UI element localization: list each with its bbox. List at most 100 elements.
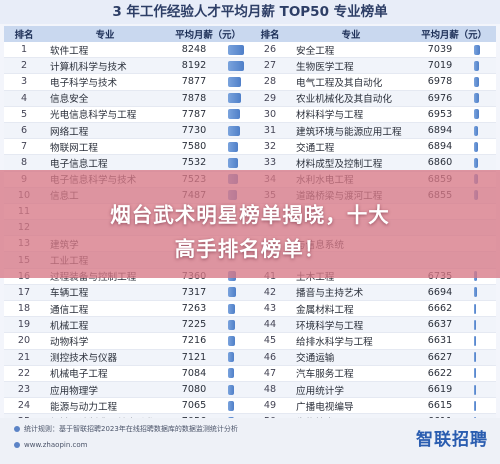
salary-bar-fill xyxy=(228,319,236,330)
major-cell: 交通工程 xyxy=(290,138,413,156)
salary-bar-fill xyxy=(228,352,235,363)
major-cell: 机械工程 xyxy=(44,316,166,334)
salary-cell: 7216 xyxy=(166,332,222,350)
salary-cell: 7787 xyxy=(166,106,222,123)
salary-bar-fill xyxy=(474,93,479,104)
salary-bar xyxy=(468,365,497,382)
table-row: 8 电子信息工程 7532 33 材料成型及控制工程 6860 xyxy=(4,154,497,172)
salary-bar-track xyxy=(474,93,490,104)
major-cell: 环境科学与工程 xyxy=(290,316,413,334)
salary-cell: 7121 xyxy=(166,349,222,366)
salary-bar xyxy=(468,57,497,75)
major-cell: 广播电视编导 xyxy=(290,397,413,415)
salary-bar xyxy=(468,397,497,415)
salary-cell: 7019 xyxy=(412,57,469,75)
salary-bar-track xyxy=(474,141,490,152)
salary-bar-track xyxy=(474,44,490,55)
rank-cell: 30 xyxy=(250,106,291,123)
salary-bar-track xyxy=(228,60,244,71)
major-cell: 光电信息科学与工程 xyxy=(44,106,166,123)
salary-cell: 6953 xyxy=(412,106,469,123)
salary-bar-fill xyxy=(474,287,477,298)
salary-bar-track xyxy=(228,368,244,379)
footer-note-text: 统计规则：基于智联招聘2023年在线招聘数据库的数据监测统计分析 xyxy=(24,425,238,433)
salary-cell: 7877 xyxy=(166,73,222,91)
salary-bar xyxy=(222,122,251,140)
major-cell: 物联网工程 xyxy=(44,138,166,156)
table-row: 3 电子科学与技术 7877 28 电气工程及其自动化 6978 xyxy=(4,73,497,91)
salary-bar-fill xyxy=(228,125,240,136)
salary-bar xyxy=(222,365,251,382)
major-cell: 能源与动力工程 xyxy=(44,397,166,415)
salary-bar-fill xyxy=(228,60,244,71)
salary-bar-fill xyxy=(228,303,236,314)
rank-cell: 29 xyxy=(250,90,291,107)
rank-cell: 21 xyxy=(4,349,44,366)
rank-cell: 44 xyxy=(250,316,291,334)
column-header-major: 专业 xyxy=(44,26,166,42)
major-cell: 材料成型及控制工程 xyxy=(290,154,413,172)
table-row: 5 光电信息科学与工程 7787 30 材料科学与工程 6953 xyxy=(4,106,497,123)
salary-bar xyxy=(222,42,251,59)
salary-bar-fill xyxy=(228,44,245,55)
salary-cell: 6631 xyxy=(412,332,469,350)
salary-bar xyxy=(468,42,497,59)
major-cell: 网络工程 xyxy=(44,122,166,140)
table-row: 7 物联网工程 7580 32 交通工程 6894 xyxy=(4,138,497,156)
footer-url-text: www.zhaopin.com xyxy=(24,441,88,449)
major-cell: 信息安全 xyxy=(44,90,166,107)
salary-bar-fill xyxy=(228,384,234,395)
salary-cell: 7580 xyxy=(166,138,222,156)
salary-bar-fill xyxy=(474,157,478,168)
salary-cell: 7039 xyxy=(412,42,469,59)
salary-bar-track xyxy=(474,400,490,411)
salary-bar-track xyxy=(474,352,490,363)
salary-bar xyxy=(222,349,251,366)
rank-cell: 31 xyxy=(250,122,291,140)
major-cell: 给排水科学与工程 xyxy=(290,332,413,350)
major-cell: 车辆工程 xyxy=(44,284,166,302)
salary-bar xyxy=(222,397,251,415)
salary-bar xyxy=(468,138,497,156)
salary-cell: 6894 xyxy=(412,122,469,140)
salary-bar-track xyxy=(228,335,244,346)
table-row: 18 通信工程 7263 43 金属材料工程 6662 xyxy=(4,300,497,318)
salary-bar-track xyxy=(228,141,244,152)
salary-bar-track xyxy=(228,352,244,363)
salary-cell: 6894 xyxy=(412,138,469,156)
rank-cell: 48 xyxy=(250,381,291,399)
table-row: 1 软件工程 8248 26 安全工程 7039 xyxy=(4,42,497,59)
major-cell: 建筑环境与能源应用工程 xyxy=(290,122,413,140)
column-header-salary: 平均月薪（元） xyxy=(412,26,497,42)
salary-cell: 6978 xyxy=(412,73,469,91)
salary-cell: 6662 xyxy=(412,300,469,318)
salary-bar-track xyxy=(474,60,490,71)
salary-cell: 8248 xyxy=(166,42,222,59)
salary-cell: 6976 xyxy=(412,90,469,107)
salary-bar-fill xyxy=(474,44,480,55)
zhaopin-logo: 智联招聘 xyxy=(416,430,488,450)
table-header-row: 排名 专业 平均月薪（元） 排名 专业 平均月薪（元） xyxy=(4,26,497,42)
salary-cell: 8192 xyxy=(166,57,222,75)
salary-bar-fill xyxy=(474,400,476,411)
salary-bar-track xyxy=(228,303,244,314)
salary-bar xyxy=(222,284,251,302)
salary-cell: 7263 xyxy=(166,300,222,318)
rank-cell: 2 xyxy=(4,57,44,75)
salary-bar xyxy=(468,381,497,399)
column-header-salary: 平均月薪（元） xyxy=(166,26,251,42)
salary-bar xyxy=(222,381,251,399)
salary-cell: 7084 xyxy=(166,365,222,382)
major-cell: 汽车服务工程 xyxy=(290,365,413,382)
rank-cell: 5 xyxy=(4,106,44,123)
footer-statistics-note: 统计规则：基于智联招聘2023年在线招聘数据库的数据监测统计分析 xyxy=(14,424,238,434)
salary-bar-fill xyxy=(474,303,477,314)
salary-bar-fill xyxy=(474,76,480,87)
salary-bar-fill xyxy=(474,109,479,120)
salary-bar xyxy=(468,73,497,91)
salary-bar-fill xyxy=(474,60,480,71)
rank-cell: 23 xyxy=(4,381,44,399)
salary-bar-track xyxy=(228,319,244,330)
major-cell: 机械电子工程 xyxy=(44,365,166,382)
salary-cell: 6619 xyxy=(412,381,469,399)
